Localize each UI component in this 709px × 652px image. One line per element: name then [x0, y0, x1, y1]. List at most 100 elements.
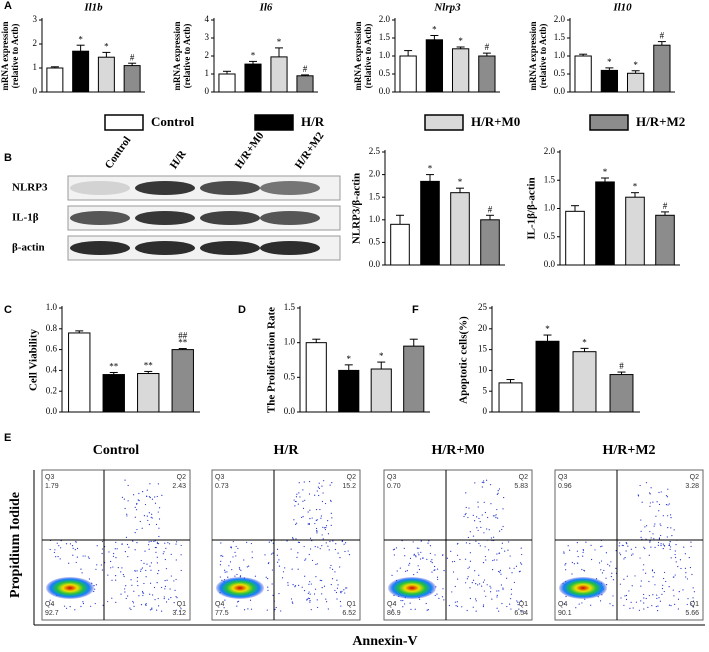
scatter-dot [170, 553, 172, 555]
blot-band [200, 181, 260, 195]
scatter-dot [329, 484, 331, 486]
scatter-dot [319, 548, 321, 550]
scatter-dot [115, 601, 117, 604]
scatter-dot [267, 589, 269, 591]
scatter-dot [477, 506, 479, 508]
scatter-dot [124, 588, 126, 590]
scatter-dot [693, 591, 696, 593]
scatter-dot [309, 601, 311, 603]
y-tick-label: 0.0 [379, 86, 391, 96]
scatter-dot [149, 483, 151, 485]
scatter-dot [510, 588, 512, 591]
scatter-dot [632, 607, 634, 609]
scatter-dot [164, 579, 166, 582]
scatter-dot [158, 605, 160, 607]
scatter-dot [437, 578, 439, 581]
scatter-dot [567, 545, 569, 547]
y-tick-label: 0.4 [46, 364, 58, 374]
y-tick-label: 2.0 [369, 169, 381, 179]
bar [390, 223, 410, 266]
scatter-dot [472, 606, 474, 608]
scatter-dot [469, 597, 471, 600]
blot-band [260, 211, 320, 225]
scatter-dot [164, 588, 166, 590]
scatter-dot [415, 556, 417, 558]
scatter-dot [491, 598, 493, 600]
scatter-dot [682, 589, 684, 591]
scatter-dot [290, 548, 292, 550]
bar [498, 382, 523, 413]
scatter-dot [112, 555, 115, 557]
scatter-dot [148, 523, 150, 526]
scatter-dot [686, 578, 689, 580]
scatter-dot [315, 563, 317, 566]
scatter-dot [149, 496, 151, 499]
scatter-dot [111, 597, 113, 599]
scatter-dot [235, 545, 237, 548]
y-axis-label: (relative to Actb) [182, 24, 192, 89]
scatter-dot [668, 586, 670, 588]
scatter-dot [140, 604, 143, 606]
scatter-cloud [562, 482, 696, 612]
scatter-dot [495, 514, 497, 516]
scatter-dot [652, 594, 654, 596]
scatter-dot [292, 602, 294, 604]
bar [123, 65, 141, 93]
scatter-dot [309, 548, 312, 550]
scatter-dot [477, 501, 479, 503]
scatter-dot [308, 523, 310, 526]
significance-mark: * [347, 354, 352, 364]
scatter-dot [658, 597, 660, 599]
scatter-dot [517, 604, 519, 606]
y-tick-label: 1.5 [369, 191, 381, 201]
scatter-dot [643, 593, 645, 596]
scatter-dot [274, 608, 276, 610]
scatter-dot [146, 495, 148, 497]
scatter-dot [641, 501, 643, 503]
scatter-dot [247, 608, 249, 610]
scatter-dot [134, 549, 136, 551]
scatter-dot [219, 564, 222, 566]
scatter-dot [508, 541, 510, 543]
scatter-dot [307, 511, 309, 513]
scatter-dot [483, 501, 485, 503]
scatter-dot [134, 506, 136, 509]
scatter-dot [577, 556, 579, 558]
scatter-dot [302, 516, 304, 518]
scatter-dot [623, 558, 625, 560]
bar [574, 55, 592, 93]
scatter-dot [677, 598, 680, 600]
scatter-dot [654, 584, 656, 586]
scatter-dot [319, 508, 321, 511]
scatter-dot [629, 607, 631, 609]
scatter-dot [501, 602, 503, 605]
scatter-dot [126, 513, 128, 515]
scatter-dot [513, 581, 516, 584]
scatter-dot [321, 579, 323, 582]
scatter-dot [625, 594, 628, 597]
scatter-dot [655, 605, 657, 608]
scatter-dot [300, 516, 303, 519]
scatter-dot [653, 538, 655, 540]
bar [403, 345, 425, 413]
scatter-dot [323, 480, 325, 482]
bar [171, 349, 194, 413]
scatter-dot [298, 482, 300, 484]
panel-label: B [4, 152, 12, 164]
scatter-dot [107, 574, 109, 576]
scatter-dot [298, 584, 300, 586]
scatter-dot [434, 594, 436, 597]
scatter-dot [327, 533, 330, 535]
bar [653, 44, 671, 93]
scatter-dot [502, 525, 504, 528]
scatter-dot [480, 526, 482, 528]
scatter-dot [136, 541, 138, 544]
scatter-dot [133, 590, 135, 592]
scatter-dot [135, 509, 138, 511]
scatter-dot [467, 567, 469, 569]
scatter-dot [674, 603, 676, 606]
scatter-dot [669, 514, 672, 516]
scatter-dot [688, 557, 690, 559]
scatter-dot [610, 575, 612, 578]
scatter-dot [173, 580, 175, 582]
